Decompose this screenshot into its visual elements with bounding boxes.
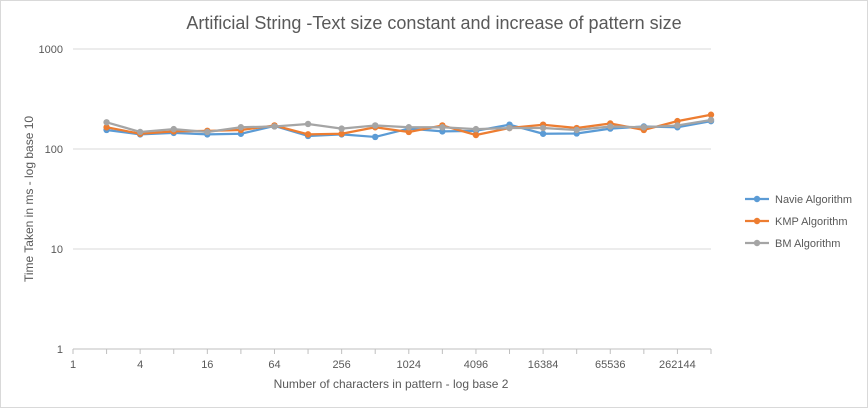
x-tick-label: 1 [70, 359, 76, 371]
y-tick-label: 10 [51, 244, 63, 256]
data-point [103, 124, 110, 131]
data-point [372, 122, 379, 129]
data-point [707, 116, 715, 124]
data-point [304, 131, 312, 138]
x-tick-label: 64 [268, 359, 280, 371]
legend-swatch-marker [753, 195, 761, 203]
data-point [539, 130, 547, 137]
data-point [338, 130, 345, 137]
legend-label: Navie Algorithm [775, 194, 852, 206]
series-2 [103, 116, 715, 136]
legend-swatch-marker [753, 217, 761, 225]
x-tick-label: 4 [137, 359, 143, 371]
y-tick-label: 100 [45, 144, 63, 156]
y-tick-label: 1 [57, 344, 63, 356]
x-axis-title: Number of characters in pattern - log ba… [274, 377, 509, 391]
y-tick-label: 1000 [39, 44, 63, 56]
data-point [640, 124, 648, 131]
data-point [204, 128, 211, 136]
grid-layer [73, 48, 711, 250]
legend-entry: KMP Algorithm [745, 216, 848, 228]
y-axis-title: Time Taken in ms - log base 10 [22, 116, 36, 282]
data-point [506, 124, 513, 132]
data-point [472, 131, 480, 139]
data-point [472, 125, 480, 133]
x-tick-label: 65536 [595, 359, 626, 371]
data-point [304, 120, 312, 128]
data-point [103, 119, 110, 126]
series-layer [103, 111, 715, 141]
chart-title: Artificial String -Text size constant an… [186, 13, 681, 33]
data-point [439, 124, 446, 131]
axis-layer [72, 348, 712, 354]
legend-entry: Navie Algorithm [745, 194, 852, 206]
x-tick-label: 16 [201, 359, 213, 371]
x-tick-label: 1024 [397, 359, 421, 371]
data-point [237, 124, 245, 131]
data-point [338, 125, 345, 132]
x-tick-label: 256 [332, 359, 350, 371]
legend-label: KMP Algorithm [775, 216, 848, 228]
data-point [607, 123, 614, 130]
legend-entry: BM Algorithm [745, 238, 840, 250]
data-point [707, 111, 715, 118]
legend: Navie Algorithm KMP Algorithm BM Algorithm [745, 194, 852, 250]
data-point [271, 123, 278, 130]
data-point [372, 133, 379, 141]
data-point [405, 124, 412, 131]
x-tick-label: 16384 [528, 359, 559, 371]
data-point [405, 128, 412, 136]
data-point [573, 126, 580, 134]
legend-swatch-marker [753, 239, 761, 247]
tick-label-layer: 1 10 100 1000 1 4 16 64 256 1024 4096 16384 65536 262… [39, 44, 696, 371]
data-point [674, 122, 681, 129]
data-point [170, 125, 177, 133]
x-tick-label: 4096 [464, 359, 488, 371]
legend-label: BM Algorithm [775, 238, 840, 250]
x-tick-label: 262144 [659, 359, 696, 371]
data-point [136, 128, 144, 136]
data-point [539, 124, 547, 132]
